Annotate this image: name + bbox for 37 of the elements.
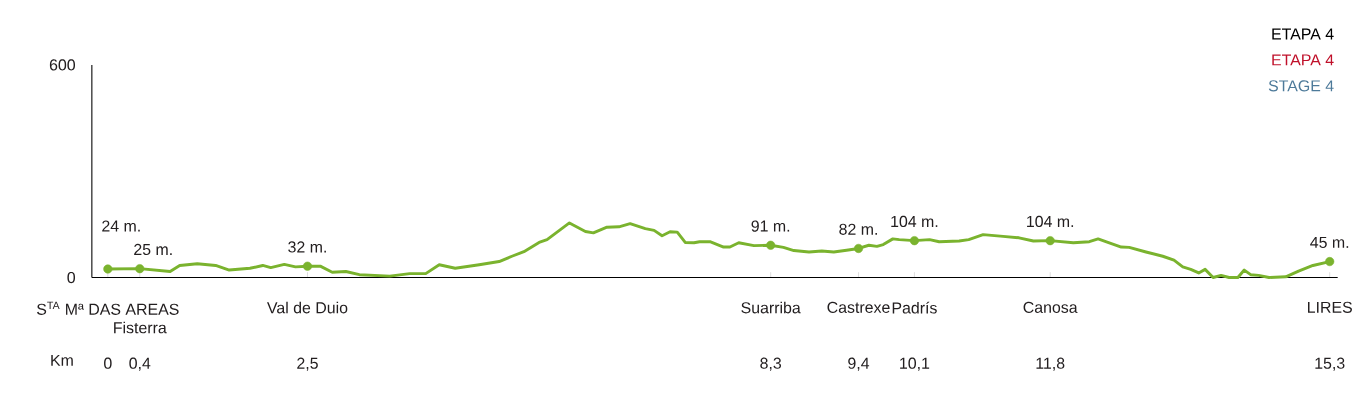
text: LIRES — [1308, 301, 1352, 313]
point — [302, 261, 313, 271]
text: Castrexe — [827, 301, 890, 313]
x-tick-label: 9,4 — [848, 357, 870, 371]
text: Suarriba — [741, 301, 801, 314]
x-tick-label: 8,3 — [760, 357, 782, 371]
x-tick-label: 15,3 — [1315, 357, 1345, 371]
point — [103, 264, 113, 274]
data-label: 104 m. — [891, 215, 938, 227]
data-label: 25 m. — [134, 243, 172, 255]
chart-subtitle: ETAPA 4 — [1272, 54, 1334, 66]
data-label: 82 m. — [839, 223, 877, 235]
annotation: STAGE 4 — [1268, 80, 1334, 92]
x-tick-label: 2,5 — [297, 357, 318, 371]
y-tick-label: 600 — [49, 59, 76, 71]
point — [135, 263, 145, 274]
point — [853, 243, 864, 253]
text: Val de Duio — [267, 301, 348, 314]
data-label: 32 m. — [288, 241, 326, 253]
point — [909, 235, 919, 246]
text: Padrís — [892, 301, 937, 314]
point — [1045, 235, 1055, 246]
point — [1325, 256, 1335, 266]
x-tick-label: 11,8 — [1036, 357, 1065, 371]
data-label: 91 m. — [751, 220, 790, 232]
text: S$^{TA}$ Mª DAS AREAS — [37, 301, 179, 315]
x-tick-label: 0 — [104, 357, 112, 369]
data-label: 104 m. — [1027, 215, 1074, 227]
data-label: 24 m. — [102, 220, 140, 232]
x-axis-title: Km — [51, 354, 73, 366]
data-label: 45 m. — [1310, 236, 1349, 248]
point — [766, 240, 776, 250]
x-tick-label: 10,1 — [900, 357, 930, 371]
chart-title: ETAPA 4 — [1272, 28, 1334, 40]
x-tick-label: 0,4 — [129, 357, 151, 371]
text: Canosa — [1023, 301, 1078, 313]
text: Fisterra — [114, 321, 167, 334]
